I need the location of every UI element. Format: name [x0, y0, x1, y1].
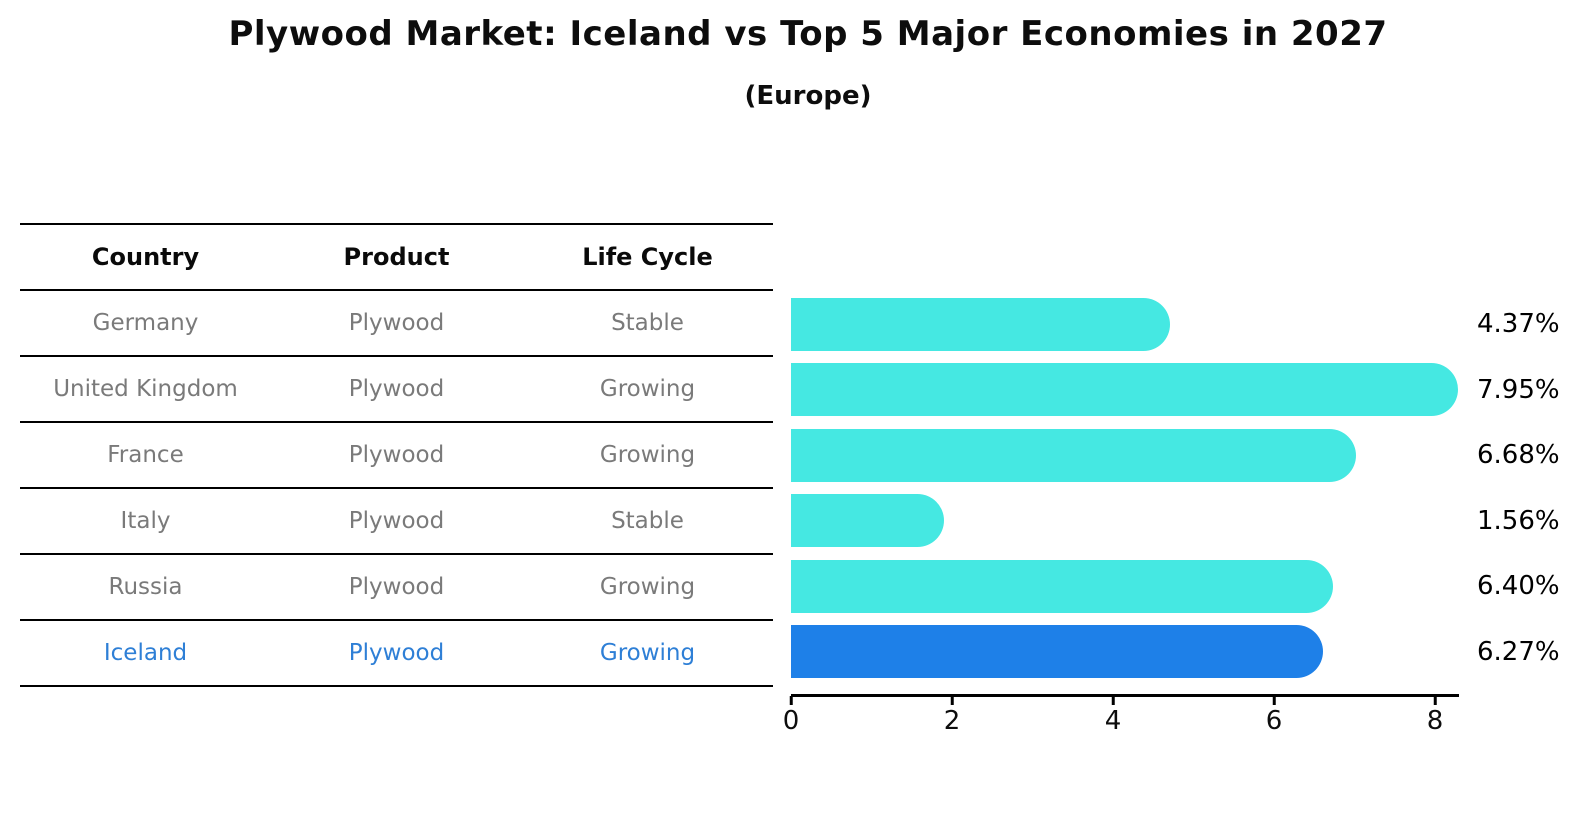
table-row: United Kingdom Plywood Growing	[20, 357, 773, 423]
table-row: Germany Plywood Stable	[20, 291, 773, 357]
bar-value-label: 6.40%	[1477, 571, 1560, 601]
table-cell-product: Plywood	[348, 508, 445, 534]
bar	[791, 428, 1356, 482]
table-cell-life-cycle: Growing	[599, 376, 696, 402]
bar	[791, 559, 1334, 613]
bar-value-label: 6.68%	[1477, 440, 1560, 470]
bar	[791, 297, 1170, 351]
table-cell-country: Iceland	[103, 640, 188, 666]
bar-value-label: 6.27%	[1477, 636, 1560, 667]
x-axis-tick-label: 0	[782, 706, 800, 736]
table-cell-product: Plywood	[348, 442, 445, 468]
table-cell-product: Plywood	[348, 574, 445, 600]
chart-subtitle: (Europe)	[744, 81, 872, 111]
table-row: Italy Plywood Stable	[20, 489, 773, 555]
chart-title: Plywood Market: Iceland vs Top 5 Major E…	[228, 14, 1388, 54]
x-axis-tick	[1111, 696, 1115, 705]
bar-highlight	[791, 625, 1323, 678]
x-axis-tick	[789, 696, 793, 705]
bar-value-label: 7.95%	[1477, 374, 1560, 405]
x-axis-tick	[1433, 696, 1437, 705]
x-axis-tick-label: 8	[1426, 706, 1444, 736]
table-cell-product: Plywood	[348, 376, 445, 402]
table-cell-life-cycle: Growing	[599, 442, 696, 468]
table-cell-country: France	[107, 442, 184, 468]
table-row: France Plywood Growing	[20, 423, 773, 489]
bar-value-label: 4.37%	[1477, 309, 1560, 339]
bar-value-label: 1.56%	[1477, 505, 1560, 536]
table-row: Iceland Plywood Growing	[20, 621, 773, 687]
x-axis-tick-label: 4	[1104, 706, 1122, 736]
table-header-row: Country Product Life Cycle	[20, 223, 773, 291]
table-cell-life-cycle: Stable	[611, 508, 684, 534]
col-header-product: Product	[343, 243, 450, 271]
info-table: Country Product Life Cycle Germany Plywoo…	[20, 223, 773, 687]
table-cell-life-cycle: Growing	[599, 574, 696, 600]
bar	[791, 494, 944, 547]
table-cell-product: Plywood	[348, 640, 445, 666]
table-row: Russia Plywood Growing	[20, 555, 773, 621]
x-axis-tick	[950, 696, 954, 705]
x-axis-tick	[1272, 696, 1276, 705]
table-cell-country: Russia	[108, 574, 183, 600]
table-cell-country: United Kingdom	[53, 376, 238, 402]
table-cell-product: Plywood	[348, 310, 445, 336]
table-cell-country: Italy	[120, 508, 171, 534]
table-cell-life-cycle: Stable	[611, 310, 684, 336]
x-axis-tick-label: 6	[1265, 706, 1283, 736]
table-body: Germany Plywood Stable United Kingdom Plywoo…	[20, 291, 773, 687]
table-cell-life-cycle: Growing	[599, 640, 696, 666]
x-axis-line	[791, 694, 1459, 697]
col-header-lifecycle: Life Cycle	[582, 243, 713, 271]
col-header-country: Country	[91, 243, 200, 271]
bar	[791, 363, 1458, 416]
table-cell-country: Germany	[92, 310, 199, 336]
x-axis-tick-label: 2	[943, 706, 961, 736]
